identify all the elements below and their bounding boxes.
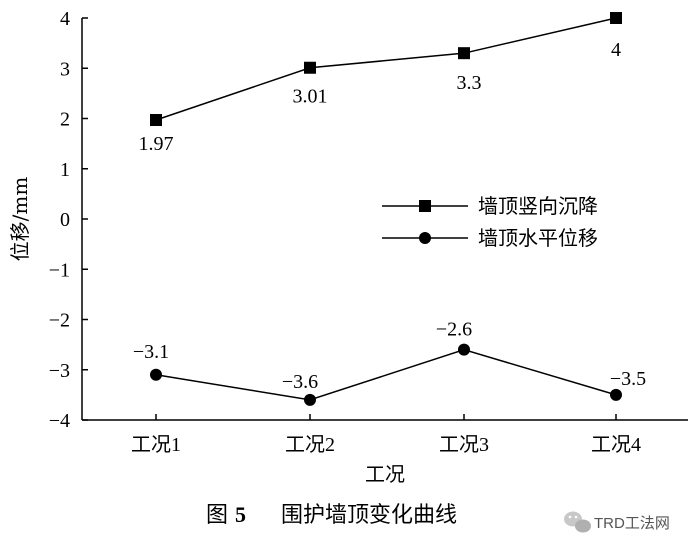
data-label: −3.1 [133,341,169,363]
y-tick-label: 3 [60,58,70,80]
y-tick-label: −1 [49,259,70,281]
caption-number: 5 [235,502,246,527]
series-line-2 [155,348,617,401]
y-axis-title: 位移/mm [8,177,32,262]
data-label: 3.01 [293,86,328,108]
data-label: 4 [611,39,621,61]
series-line-1 [155,17,617,121]
data-labels: 1.97 3.01 3.3 4 −3.1 −3.6 −2.6 −3.5 [133,39,646,393]
data-point-square [610,12,622,24]
y-tick-label: −3 [49,360,70,382]
data-label: −2.6 [436,319,472,341]
data-point-circle [304,393,316,406]
data-point-square [150,114,162,127]
data-point-square [458,47,470,60]
x-tick-label: 工况1 [131,434,181,456]
x-tick-label: 工况3 [439,434,489,456]
data-label: −3.6 [282,371,318,393]
y-ticks: 4 3 2 1 0 −1 −2 −3 −4 [49,8,88,432]
x-tick-label: 工况4 [591,434,641,456]
x-ticks: 工况1 工况2 工况3 工况4 [131,414,641,456]
series-layer [150,12,622,406]
caption-prefix: 图 [206,503,228,528]
y-tick-label: −4 [49,410,70,432]
figure-caption: 图 5 围护墙顶变化曲线 [206,502,457,528]
legend: 墙顶竖向沉降 墙顶水平位移 [382,194,598,250]
y-tick-label: 1 [60,159,70,181]
y-tick-label: 4 [60,8,70,30]
data-label: 3.3 [457,72,482,94]
data-point-circle [458,343,470,356]
x-axis-title: 工况 [365,462,405,486]
watermark-text: TRD工法网 [594,515,670,532]
legend-marker-circle-icon [419,232,431,244]
data-point-circle [150,368,162,381]
y-tick-label: −2 [49,310,70,332]
legend-label-series-1: 墙顶竖向沉降 [478,194,598,218]
legend-label-series-2: 墙顶水平位移 [478,226,598,250]
axes [81,18,688,421]
wechat-icon [564,511,591,533]
data-point-circle [610,388,622,401]
legend-marker-square-icon [419,200,431,212]
y-tick-label: 2 [60,109,70,131]
data-label: 1.97 [139,133,174,155]
watermark: TRD工法网 [564,511,670,533]
y-tick-label: 0 [60,209,70,231]
caption-title: 围护墙顶变化曲线 [281,503,457,528]
data-point-square [304,61,316,74]
data-label: −3.5 [610,368,646,390]
x-tick-label: 工况2 [285,434,335,456]
